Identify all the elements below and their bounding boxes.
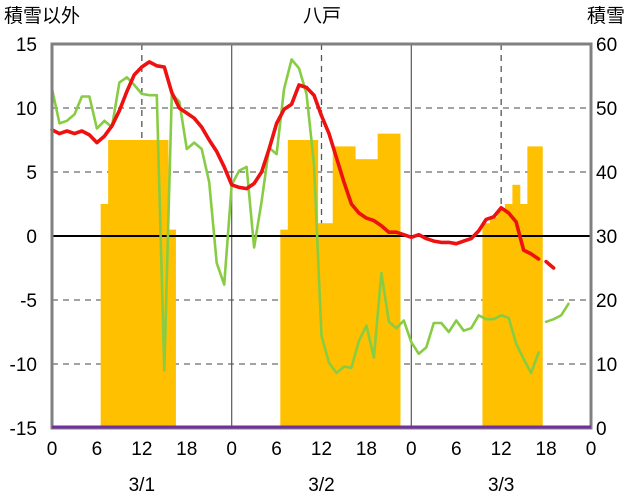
x-tick-label: 12 — [491, 439, 512, 460]
snow-bar-28 — [497, 210, 506, 428]
x-tick-label: 12 — [311, 439, 332, 460]
snow-bar-2 — [115, 140, 124, 428]
snow-bar-18 — [340, 146, 349, 428]
x-tick-label: 18 — [356, 439, 377, 460]
left-tick-label: -15 — [10, 419, 37, 440]
snow-bar-17 — [332, 146, 341, 428]
day-label: 3/2 — [308, 475, 334, 496]
right-tick-label: 40 — [596, 163, 617, 184]
left-tick-label: 10 — [16, 99, 37, 120]
snow-bar-30 — [512, 184, 521, 428]
snow-bar-10 — [280, 229, 289, 428]
snow-bar-26 — [482, 223, 491, 428]
snow-bar-25 — [392, 133, 401, 428]
series-lines — [50, 58, 570, 375]
x-ticks: 0 6 12 18 0 6 12 18 0 6 12 18 0 — [47, 439, 597, 460]
snow-bar-3 — [123, 140, 132, 428]
snow-bar-6 — [145, 140, 154, 428]
snow-bar-29 — [504, 204, 513, 428]
left-axis-label: 積雪以外 — [4, 5, 80, 27]
right-axis-label: 積雪 — [587, 5, 625, 27]
right-tick-label: 0 — [596, 419, 607, 440]
x-tick-label: 0 — [586, 439, 597, 460]
snow-depth-bars — [100, 133, 543, 428]
x-tick-label: 18 — [176, 439, 197, 460]
snow-bar-16 — [325, 223, 334, 428]
snow-bar-11 — [287, 140, 296, 428]
right-tick-label: 30 — [596, 227, 617, 248]
snow-bar-14 — [310, 140, 319, 428]
right-tick-label: 60 — [596, 35, 617, 56]
left-tick-label: -5 — [20, 291, 37, 312]
snow-bar-21 — [362, 159, 371, 428]
x-tick-label: 0 — [406, 439, 417, 460]
snow-bar-27 — [489, 216, 498, 428]
snow-bar-13 — [302, 140, 311, 428]
snow-bar-12 — [295, 140, 304, 428]
right-tick-label: 10 — [596, 355, 617, 376]
right-y-ticks: 60 50 40 30 20 10 0 — [596, 35, 617, 440]
snow-bar-22 — [370, 159, 379, 428]
left-tick-label: 15 — [16, 35, 37, 56]
snow-bar-19 — [347, 146, 356, 428]
green-series-line — [50, 58, 570, 375]
right-tick-label: 50 — [596, 99, 617, 120]
snow-bar-20 — [355, 159, 364, 428]
left-tick-label: 0 — [26, 227, 37, 248]
left-y-ticks: 15 10 5 0 -5 -10 -15 — [10, 35, 37, 440]
day-label: 3/3 — [488, 475, 514, 496]
left-tick-label: -10 — [10, 355, 37, 376]
snow-bar-24 — [385, 133, 394, 428]
snow-bar-31 — [519, 204, 528, 428]
snow-bar-9 — [168, 229, 176, 428]
snow-bar-5 — [138, 140, 146, 428]
day-labels: 3/1 3/2 3/3 — [129, 475, 515, 496]
x-tick-label: 6 — [271, 439, 282, 460]
snow-bar-33 — [534, 146, 543, 428]
x-tick-label: 6 — [451, 439, 462, 460]
left-tick-label: 5 — [26, 163, 37, 184]
temperature-line — [50, 60, 556, 270]
x-tick-label: 18 — [536, 439, 557, 460]
day-label: 3/1 — [129, 475, 155, 496]
x-tick-label: 6 — [92, 439, 103, 460]
snow-bar-4 — [130, 140, 139, 428]
x-tick-label: 0 — [47, 439, 58, 460]
x-tick-label: 12 — [131, 439, 152, 460]
snow-bar-7 — [153, 140, 161, 428]
right-tick-label: 20 — [596, 291, 617, 312]
snow-bar-8 — [160, 140, 169, 428]
snow-bar-0 — [100, 204, 109, 428]
snow-bar-32 — [527, 146, 536, 428]
snow-bar-1 — [108, 140, 117, 428]
x-tick-label: 0 — [226, 439, 237, 460]
chart-title: 八戸 — [303, 6, 341, 27]
